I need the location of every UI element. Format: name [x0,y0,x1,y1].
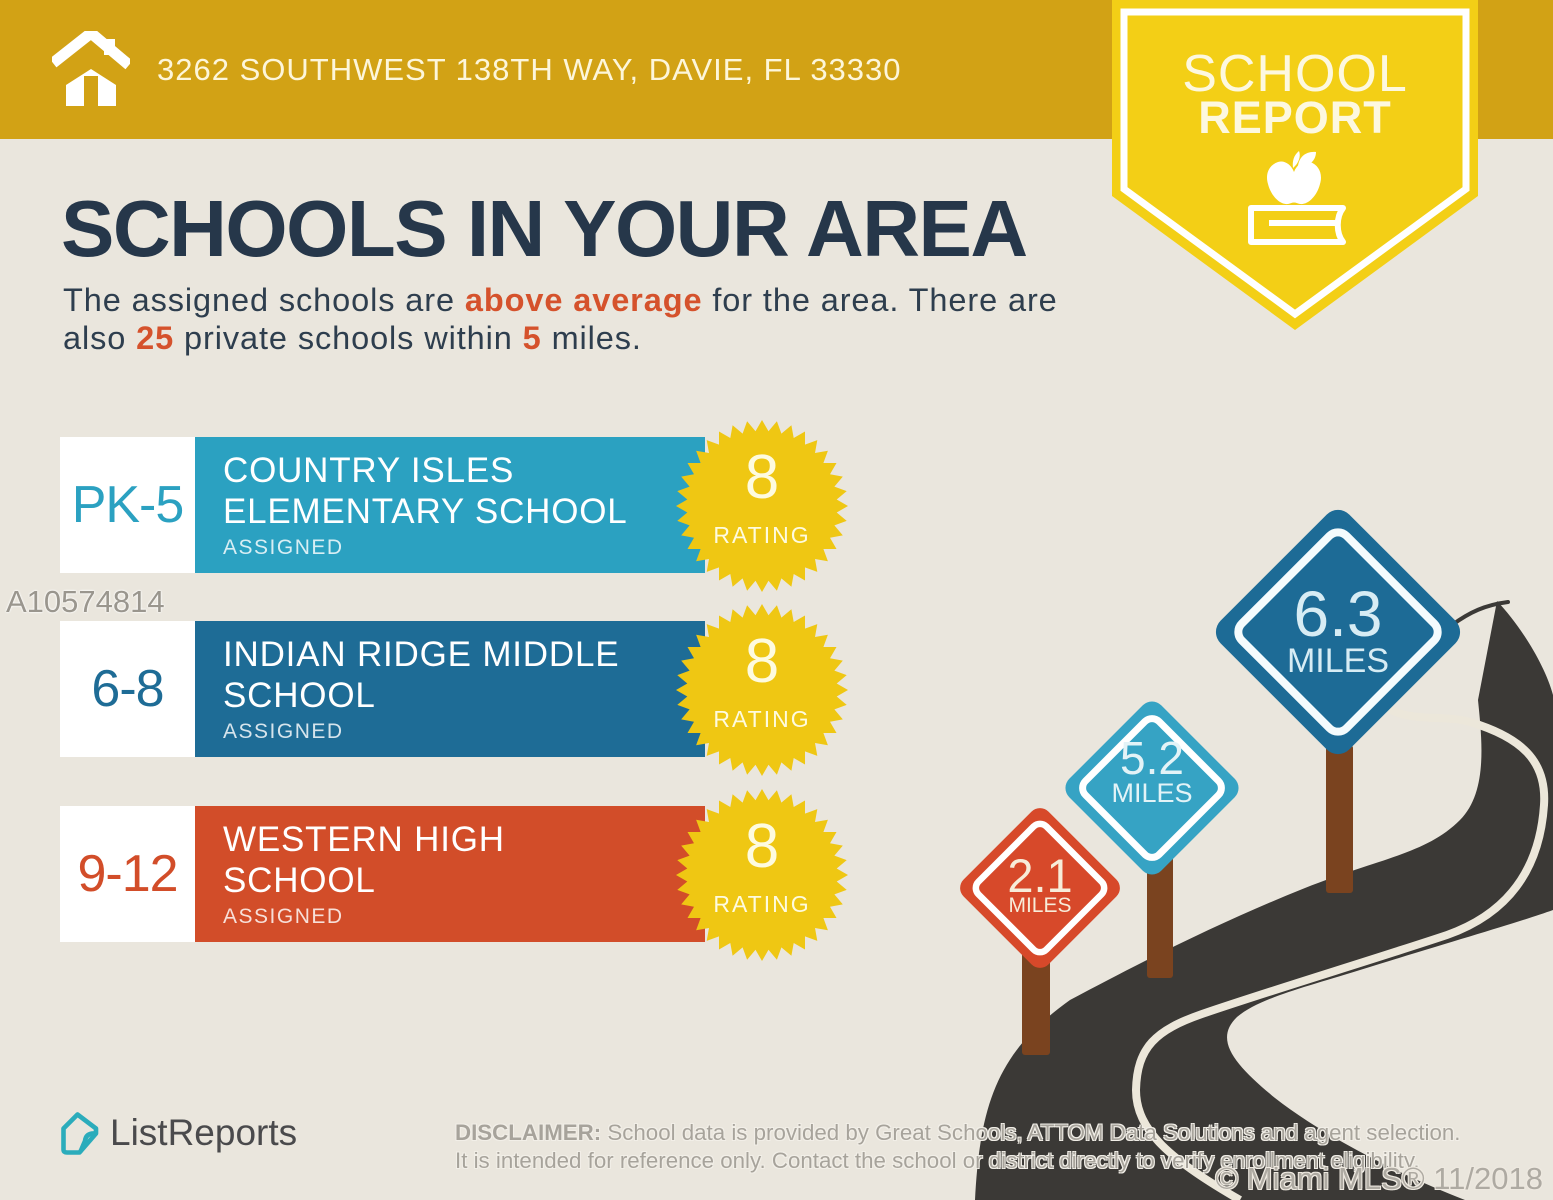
svg-text:MILES: MILES [1111,778,1192,808]
svg-text:2.1: 2.1 [1007,849,1072,902]
svg-text:6.3: 6.3 [1294,578,1383,650]
svg-text:MILES: MILES [1287,642,1389,680]
svg-text:5.2: 5.2 [1120,732,1184,784]
svg-text:MILES: MILES [1008,894,1071,917]
